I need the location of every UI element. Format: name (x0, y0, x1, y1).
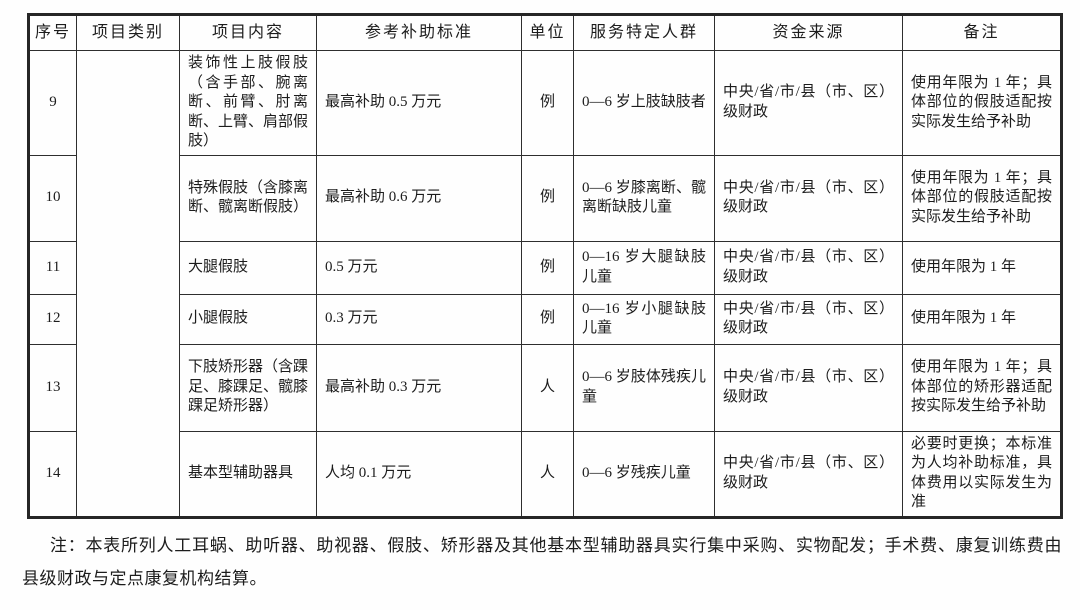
cell-population-10: 0—6 岁膝离断、髋离断缺肢儿童 (573, 154, 715, 242)
cell-funding-12: 中央/省/市/县（市、区）级财政 (714, 293, 903, 345)
cell-seq-11: 11 (28, 240, 77, 295)
cell-population-14: 0—6 岁残疾儿童 (573, 430, 715, 518)
cell-seq-13: 13 (28, 343, 77, 432)
col-header-standard: 参考补助标准 (316, 14, 522, 51)
col-header-content: 项目内容 (179, 14, 317, 51)
cell-category-merged (76, 50, 180, 518)
cell-seq-9: 9 (28, 50, 77, 156)
col-header-funding: 资金来源 (714, 14, 903, 51)
cell-population-12: 0—16 岁小腿缺肢儿童 (573, 293, 715, 345)
cell-content-13: 下肢矫形器（含踝足、膝踝足、髋膝踝足矫形器） (179, 343, 317, 432)
cell-standard-14: 人均 0.1 万元 (316, 430, 522, 518)
cell-seq-12: 12 (28, 293, 77, 345)
col-header-unit: 单位 (521, 14, 574, 51)
table-row-10: 10 特殊假肢（含膝离断、髋离断假肢） 最高补助 0.6 万元 例 0—6 岁膝… (28, 154, 1062, 242)
footnote: 注：本表所列人工耳蜗、助听器、助视器、假肢、矫形器及其他基本型辅助器具实行集中采… (22, 536, 1062, 588)
cell-standard-10: 最高补助 0.6 万元 (316, 154, 522, 242)
cell-funding-10: 中央/省/市/县（市、区）级财政 (714, 154, 903, 242)
table-row-9: 9 装饰性上肢假肢（含手部、腕离断、前臂、肘离断、上臂、肩部假肢） 最高补助 0… (28, 50, 1062, 518)
cell-unit-11: 例 (521, 240, 574, 295)
cell-standard-9: 最高补助 0.5 万元 (316, 50, 522, 156)
cell-standard-11: 0.5 万元 (316, 240, 522, 295)
col-header-population: 服务特定人群 (573, 14, 715, 51)
cell-remark-9: 使用年限为 1 年；具体部位的假肢适配按实际发生给予补助 (902, 50, 1062, 156)
cell-funding-9: 中央/省/市/县（市、区）级财政 (714, 50, 903, 156)
cell-remark-10: 使用年限为 1 年；具体部位的假肢适配按实际发生给予补助 (902, 154, 1062, 242)
cell-seq-10: 10 (28, 154, 77, 242)
cell-funding-13: 中央/省/市/县（市、区）级财政 (714, 343, 903, 432)
cell-unit-12: 例 (521, 293, 574, 345)
cell-unit-10: 例 (521, 154, 574, 242)
cell-seq-14: 14 (28, 430, 77, 518)
cell-content-9: 装饰性上肢假肢（含手部、腕离断、前臂、肘离断、上臂、肩部假肢） (179, 50, 317, 156)
col-header-seq: 序号 (28, 14, 77, 51)
table-row-11: 11 大腿假肢 0.5 万元 例 0—16 岁大腿缺肢儿童 中央/省/市/县（市… (28, 240, 1062, 295)
table-row-14: 14 基本型辅助器具 人均 0.1 万元 人 0—6 岁残疾儿童 中央/省/市/… (28, 430, 1062, 518)
cell-remark-13: 使用年限为 1 年；具体部位的矫形器适配按实际发生给予补助 (902, 343, 1062, 432)
subsidy-standards-table: 序号 项目类别 项目内容 参考补助标准 单位 服务特定人群 资金来源 备注 9 … (27, 13, 1063, 519)
cell-content-10: 特殊假肢（含膝离断、髋离断假肢） (179, 154, 317, 242)
cell-content-14: 基本型辅助器具 (179, 430, 317, 518)
cell-content-11: 大腿假肢 (179, 240, 317, 295)
cell-funding-11: 中央/省/市/县（市、区）级财政 (714, 240, 903, 295)
cell-unit-14: 人 (521, 430, 574, 518)
cell-funding-14: 中央/省/市/县（市、区）级财政 (714, 430, 903, 518)
cell-remark-11: 使用年限为 1 年 (902, 240, 1062, 295)
cell-population-11: 0—16 岁大腿缺肢儿童 (573, 240, 715, 295)
col-header-remark: 备注 (902, 14, 1062, 51)
cell-population-13: 0—6 岁肢体残疾儿童 (573, 343, 715, 432)
col-header-category: 项目类别 (76, 14, 180, 51)
table-row-13: 13 下肢矫形器（含踝足、膝踝足、髋膝踝足矫形器） 最高补助 0.3 万元 人 … (28, 343, 1062, 432)
cell-standard-13: 最高补助 0.3 万元 (316, 343, 522, 432)
cell-content-12: 小腿假肢 (179, 293, 317, 345)
cell-standard-12: 0.3 万元 (316, 293, 522, 345)
cell-remark-12: 使用年限为 1 年 (902, 293, 1062, 345)
cell-remark-14: 必要时更换；本标准为人均补助标准，具体费用以实际发生为准 (902, 430, 1062, 518)
cell-unit-13: 人 (521, 343, 574, 432)
cell-population-9: 0—6 岁上肢缺肢者 (573, 50, 715, 156)
table-row-12: 12 小腿假肢 0.3 万元 例 0—16 岁小腿缺肢儿童 中央/省/市/县（市… (28, 293, 1062, 345)
header-row: 序号 项目类别 项目内容 参考补助标准 单位 服务特定人群 资金来源 备注 (28, 14, 1062, 51)
cell-unit-9: 例 (521, 50, 574, 156)
